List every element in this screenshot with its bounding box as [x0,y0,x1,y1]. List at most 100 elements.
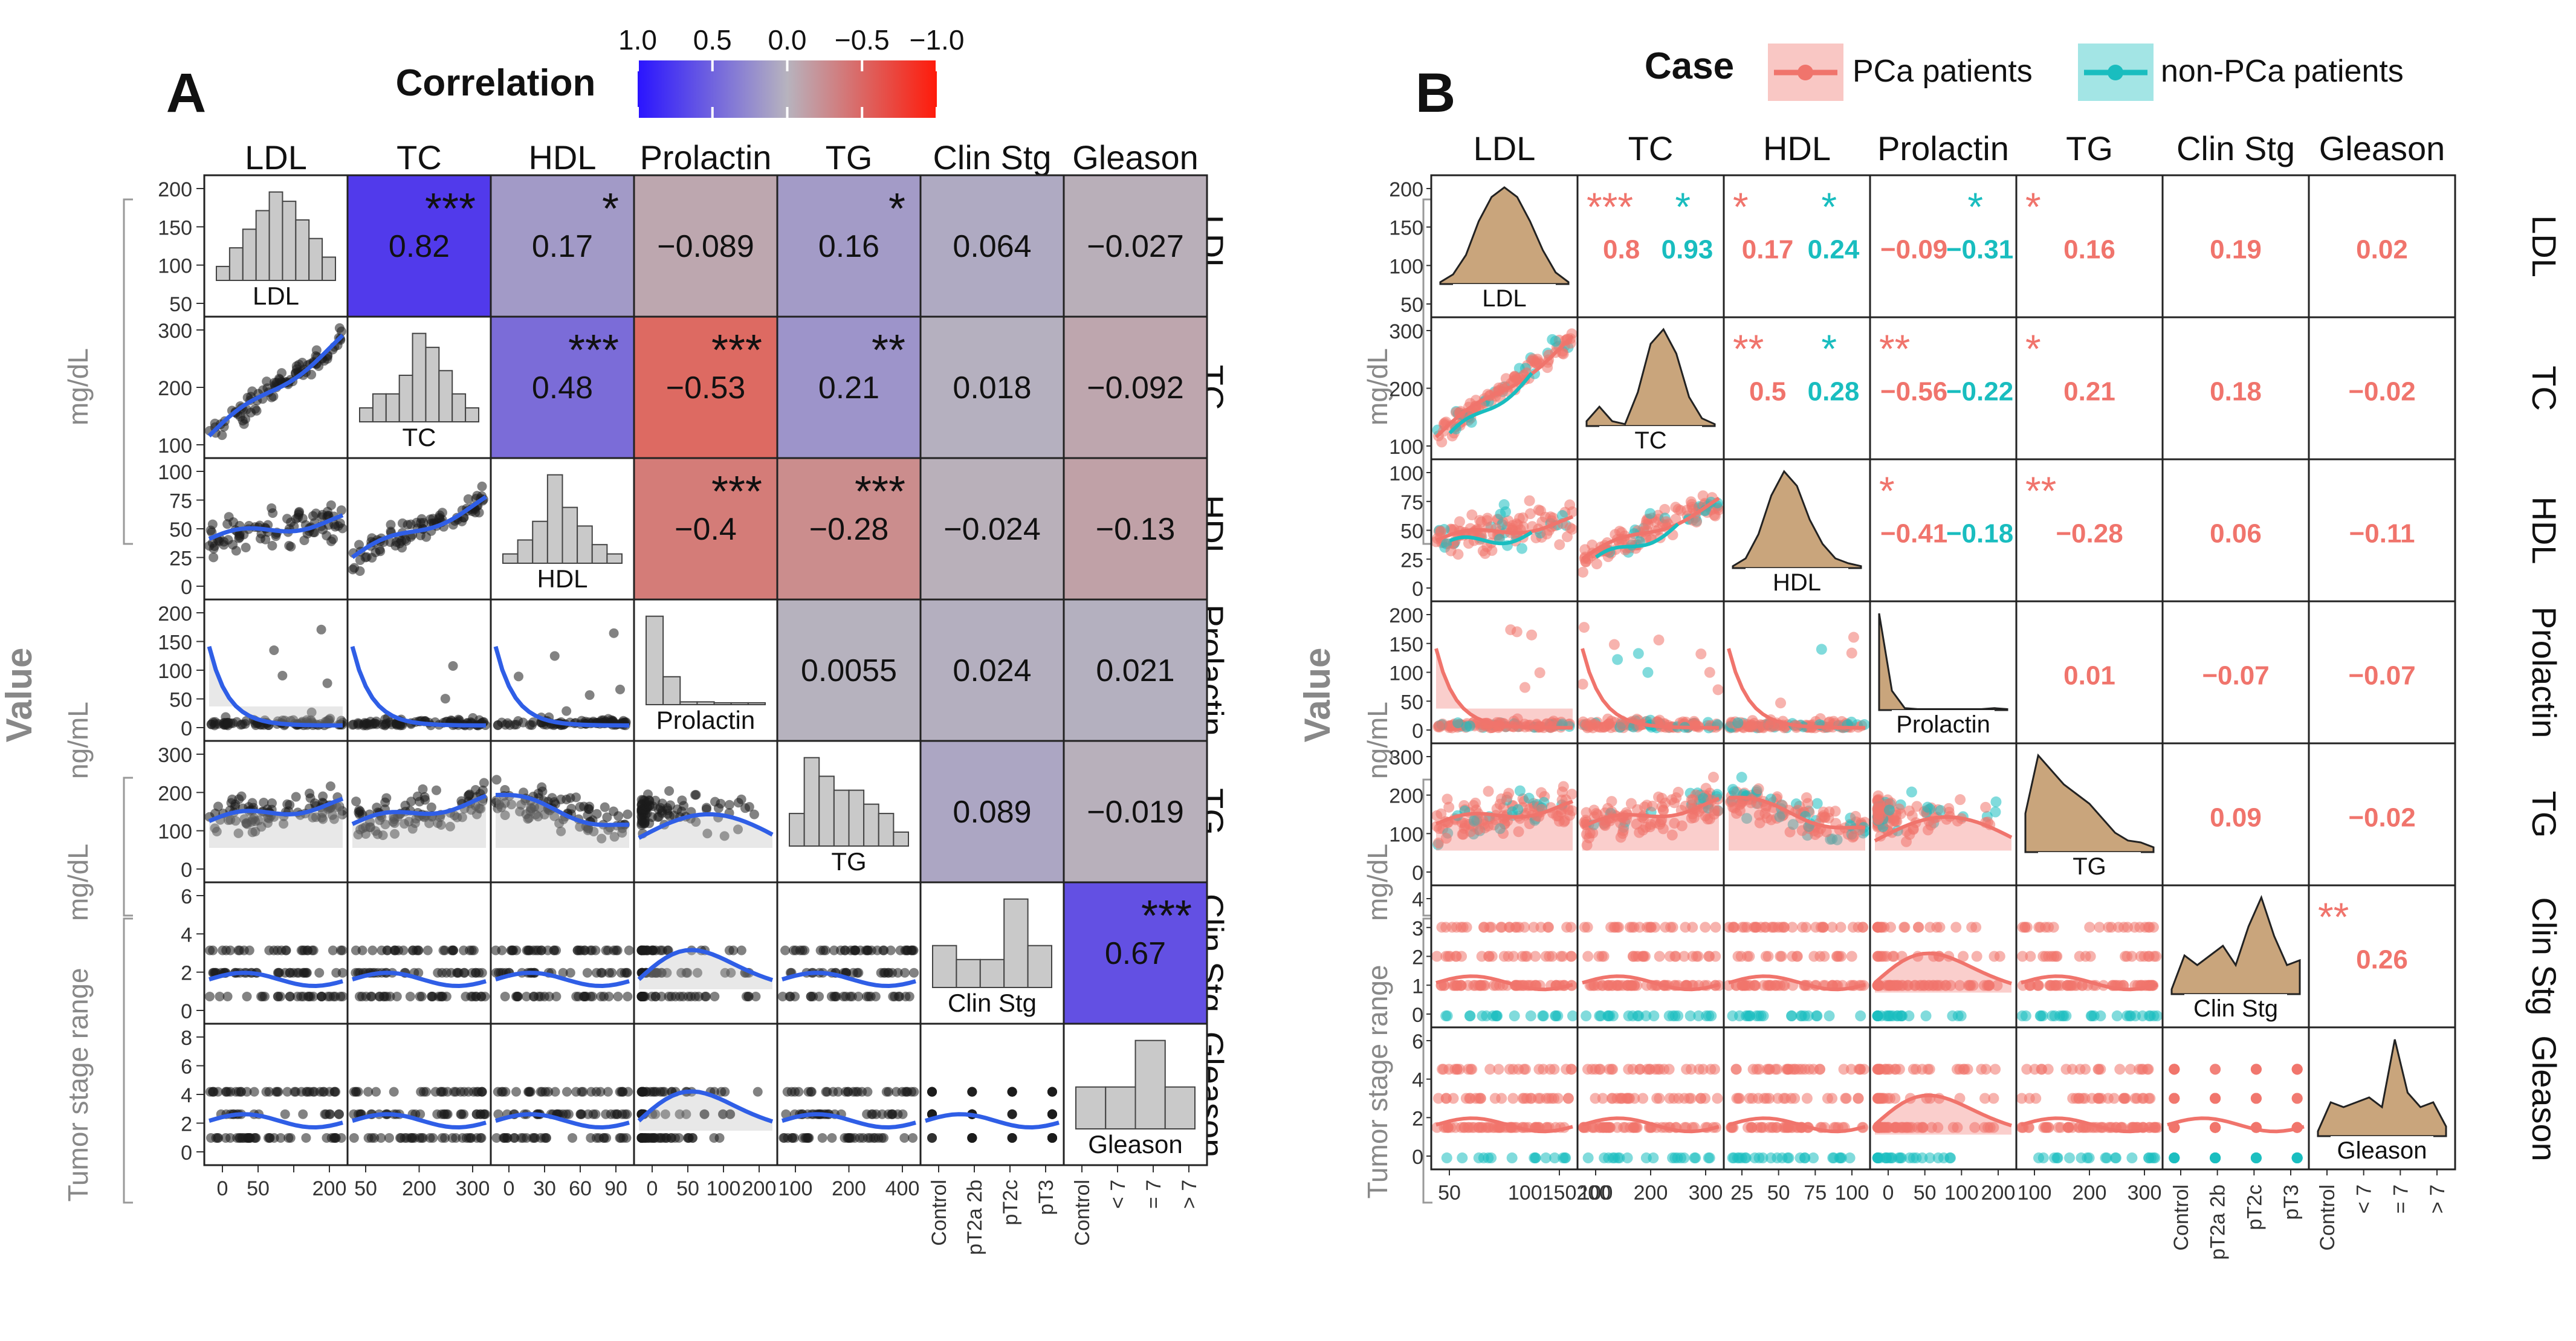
scatter-point [1747,1064,1759,1075]
cell-a-6-4 [776,1023,922,1166]
y-tick-label-b: 50 [1400,520,1423,543]
scatter-point [213,1133,224,1143]
scatter-point [1611,1093,1623,1104]
histogram-bar [1003,898,1029,988]
scatter-point [369,1133,380,1143]
scatter-point [365,716,375,726]
panel-b: B Case PCa patients non-PCa patientsLDLLDLT… [1297,44,2563,1260]
scatter-point [511,720,522,730]
scatter-point [623,809,633,819]
histogram-bar [803,757,820,847]
histogram-bar [532,520,548,564]
scatter-point [235,532,245,543]
scatter-point [511,1087,522,1097]
scatter-point [909,968,919,978]
histogram-bar [577,525,593,564]
scatter-point [244,945,254,955]
scatter-point [1732,717,1744,729]
scatter-point [328,991,338,1001]
col-header-tg: TG [826,138,873,176]
colorbar-tick-label: −1.0 [910,24,965,56]
cell-bg [921,1024,1064,1165]
unit-bracket [123,198,133,545]
y-tick-label-b: 0 [1412,720,1423,743]
scatter-point [367,945,378,955]
scatter-point [2017,922,2028,933]
scatter-point [909,1087,919,1097]
scatter-point [720,1087,730,1097]
y-tick-label: 300 [158,320,192,343]
histogram-bar [546,474,563,564]
y-tick-label: 150 [158,216,192,239]
scatter-point [710,797,720,807]
x-tick-label: 50 [247,1177,270,1200]
scatter-point [1483,1152,1494,1164]
col-header-clin-stg: Clin Stg [933,138,1051,176]
x-tick-label-b: Control [2316,1184,2339,1251]
scatter-point [1853,922,1864,933]
scatter-point [506,945,517,955]
scatter-point [1516,543,1527,554]
scatter-point [431,785,441,795]
y-tick-label: 100 [158,821,192,844]
scatter-point [1944,1152,1956,1164]
scatter-point [1819,951,1830,962]
cell-a-0-4: 0.16* [776,174,922,318]
histogram-bar [561,506,578,564]
scatter-point [1606,796,1617,807]
scatter-point [1891,1010,1903,1022]
x-tick-label: 50 [354,1177,377,1200]
scatter-point [566,804,577,814]
correlation-tile [634,175,777,317]
corr-value-pca: 0.19 [2210,235,2262,265]
cell-b-5-1 [1576,884,1725,1029]
y-tick-label: 150 [158,632,192,654]
scatter-point [301,1133,311,1143]
correlation-value: 0.0055 [801,653,897,688]
scatter-point [233,945,244,955]
scatter-point [1478,980,1489,991]
cell-a-4-1 [346,740,492,884]
corr-value-pca: 0.18 [2210,377,2262,407]
scatter-point [213,801,223,812]
scatter-point [888,991,898,1001]
scatter-point [407,945,418,955]
scatter-point [607,968,617,978]
scatter-point [1687,794,1698,806]
scatter-point [862,1087,873,1097]
x-tick-label-b: 300 [1689,1181,1723,1204]
cell-a-3-3: Prolactin [633,598,778,742]
scatter-point [206,719,216,729]
scatter-point [2051,951,2063,962]
col-header-ldl: LDL [245,138,307,176]
correlation-value: 0.021 [1096,653,1174,688]
scatter-point [1770,1064,1781,1075]
y-title-value-b: Value [1297,648,1338,743]
x-tick-label-b: 75 [1804,1181,1827,1204]
x-tick-label-b: 50 [1767,1181,1790,1204]
significance-stars: *** [568,326,619,375]
histogram-bar [591,544,608,564]
diag-label: TC [403,423,436,451]
scatter-point [1631,1122,1643,1133]
scatter-point [661,1133,672,1143]
x-tick-label: 200 [742,1177,777,1200]
scatter-point [1775,697,1787,709]
scatter-point [806,991,816,1001]
scatter-point [299,968,309,978]
scatter-point [384,1133,394,1143]
scatter-point [1906,810,1918,821]
scatter-point [623,991,633,1001]
scatter-point [1779,1093,1791,1104]
scatter-point [397,518,407,528]
scatter-point [1778,922,1790,933]
scatter-point [789,1133,799,1143]
cell-b-1-0 [1430,316,1579,460]
scatter-point [440,945,450,955]
correlation-tile [777,175,921,317]
corr-value-pca: −0.09 [1880,235,1947,265]
correlation-value: −0.092 [1087,370,1184,406]
scatter-point [1535,505,1546,517]
stars-nonpca: * [1821,184,1837,229]
